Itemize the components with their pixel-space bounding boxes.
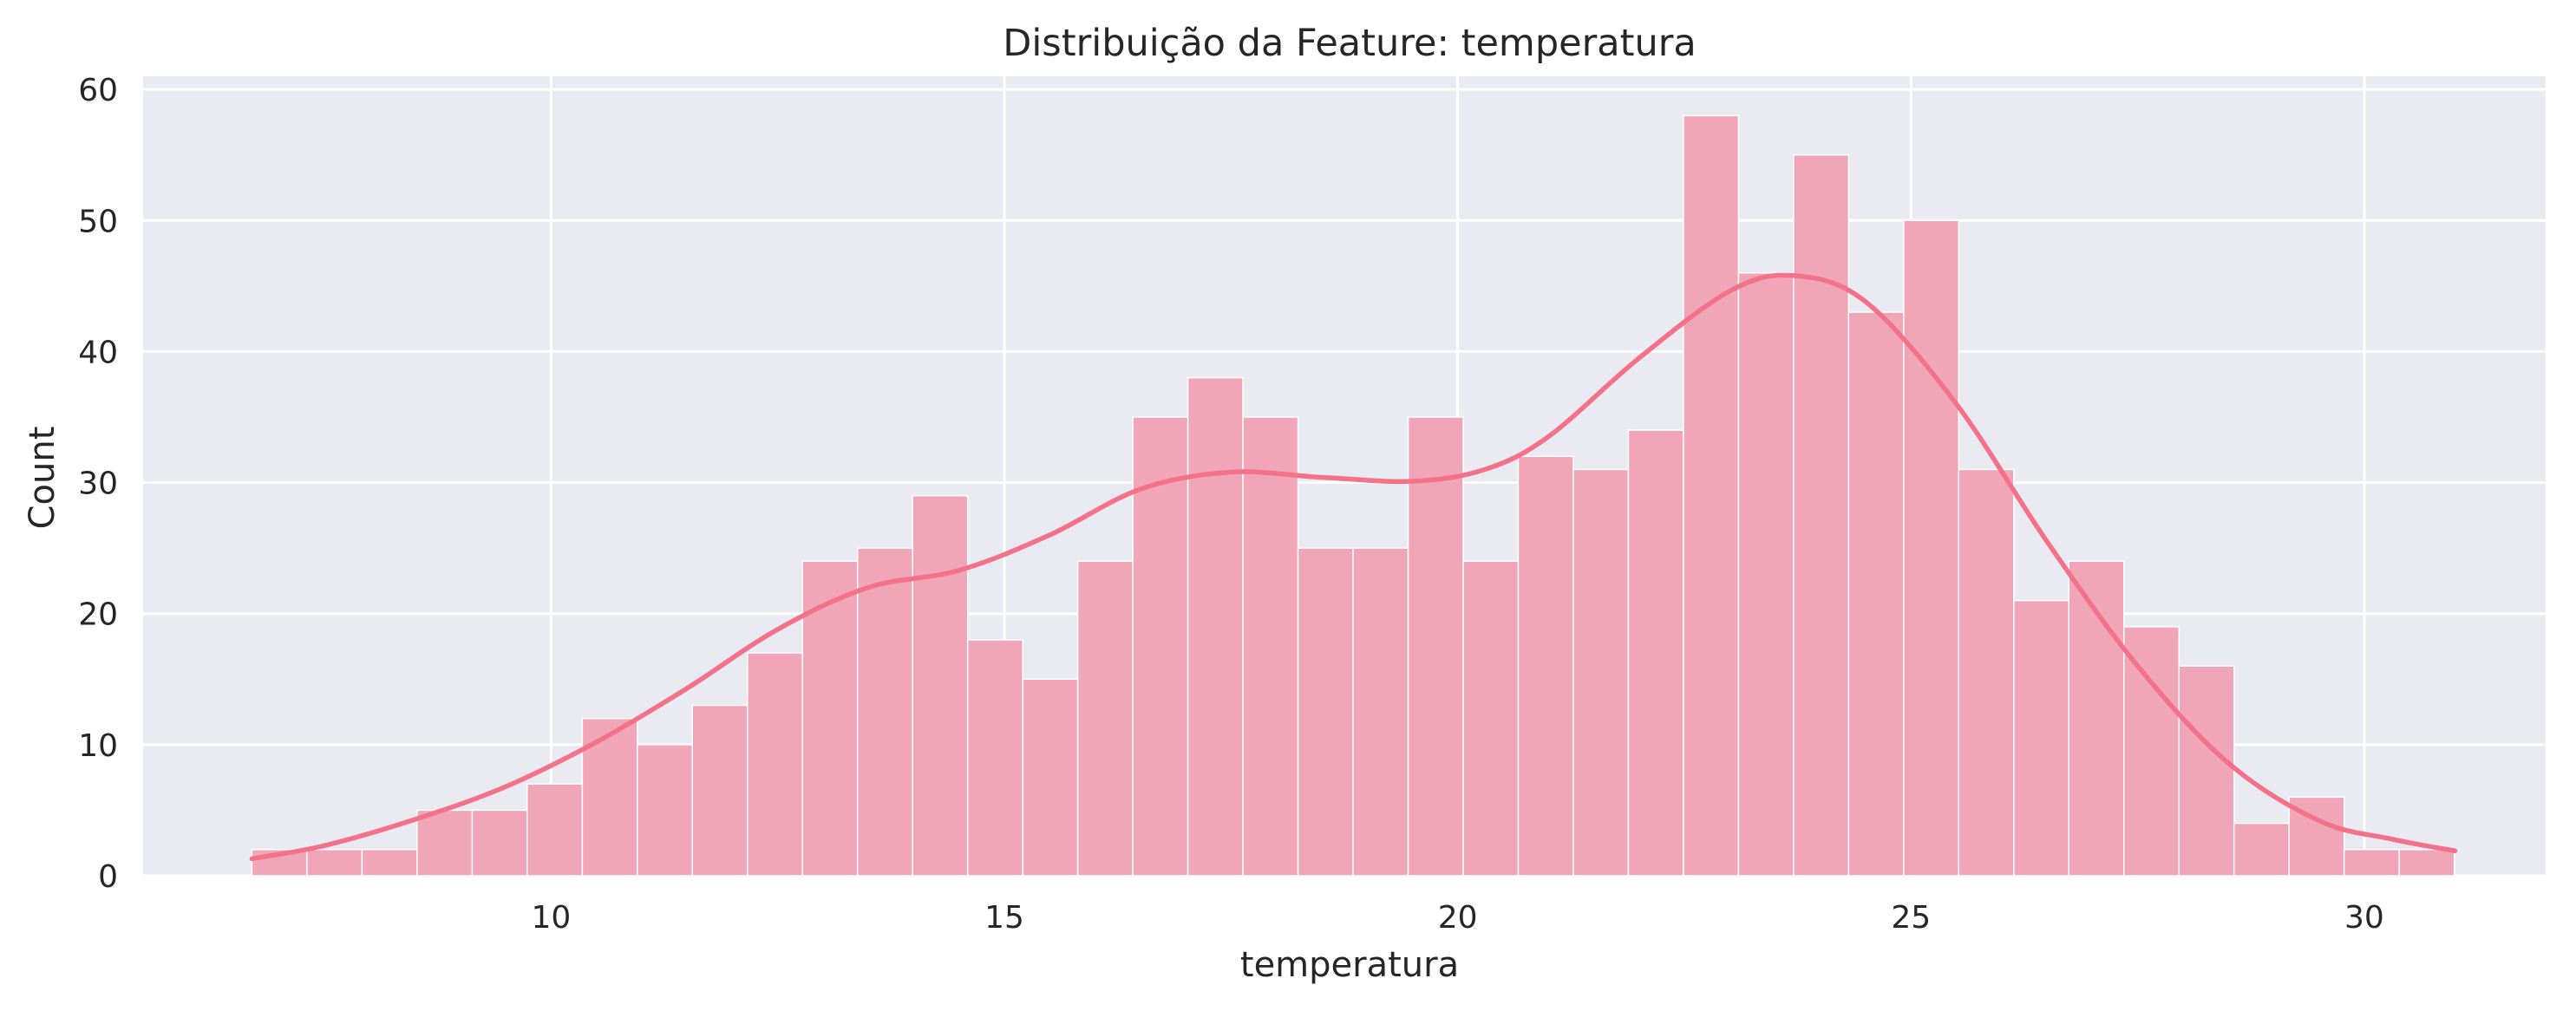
y-tick-label: 30 [78, 466, 118, 502]
kde-line [249, 272, 2458, 862]
y-tick-label: 60 [78, 73, 118, 108]
y-tick-label: 0 [98, 859, 118, 895]
histogram-bar [2178, 665, 2235, 877]
histogram-bar [2398, 849, 2455, 877]
histogram-bar [361, 849, 418, 877]
histogram-bar [747, 652, 803, 877]
histogram-bar [416, 809, 474, 877]
histogram-bar [471, 809, 528, 877]
histogram-bar [526, 783, 584, 877]
y-tick-label: 40 [78, 335, 118, 370]
histogram-bar [1627, 429, 1684, 877]
histogram-bar [2123, 626, 2180, 877]
histogram-bar [1187, 376, 1244, 877]
histogram-bar [966, 639, 1023, 877]
kde-curve [249, 272, 2458, 862]
histogram-bar [637, 744, 694, 877]
histogram-bar [1517, 455, 1574, 877]
chart-title: Distribuição da Feature: temperatura [1003, 22, 1697, 65]
x-tick-label: 25 [1891, 900, 1931, 936]
histogram-bar [1958, 468, 2015, 877]
histogram-bar [1242, 416, 1299, 877]
histogram-bar [306, 849, 363, 877]
x-axis-label: temperatura [1240, 945, 1459, 985]
histogram-bar [1297, 547, 1354, 877]
x-tick-label: 20 [1438, 900, 1478, 936]
histogram-bar [1903, 219, 1960, 877]
x-tick-labels: 10 15 20 25 30 [531, 900, 2383, 936]
y-tick-label: 20 [78, 597, 118, 633]
histogram-bar [856, 547, 913, 877]
histogram-bar [1407, 416, 1464, 877]
histogram-bar [1132, 416, 1189, 877]
y-tick-label: 50 [78, 204, 118, 239]
histogram-bar [912, 494, 969, 877]
histogram-bar [691, 704, 749, 877]
histogram-bar [801, 560, 859, 877]
x-tick-label: 30 [2344, 900, 2384, 936]
histogram-bar [1572, 468, 1630, 877]
y-tick-label: 10 [78, 728, 118, 764]
x-tick-label: 15 [984, 900, 1024, 936]
y-tick-labels: 0 10 20 30 40 50 60 [78, 73, 118, 895]
histogram-bar [2013, 599, 2070, 877]
histogram-bar [2233, 822, 2290, 877]
histogram-bar [2343, 849, 2400, 877]
histogram-bar [1737, 271, 1795, 877]
histogram-bar [1022, 678, 1079, 877]
histogram-bar [1847, 311, 1905, 877]
histogram-bar [1683, 114, 1740, 877]
histogram-bar [581, 717, 638, 877]
y-axis-label: Count [23, 427, 62, 530]
histogram-bar [1076, 560, 1134, 877]
histogram-bar [1793, 153, 1850, 877]
histogram-bars [251, 114, 2455, 877]
histogram-bar [1462, 560, 1520, 877]
x-tick-label: 10 [531, 900, 571, 936]
histogram-bar [1352, 547, 1409, 877]
